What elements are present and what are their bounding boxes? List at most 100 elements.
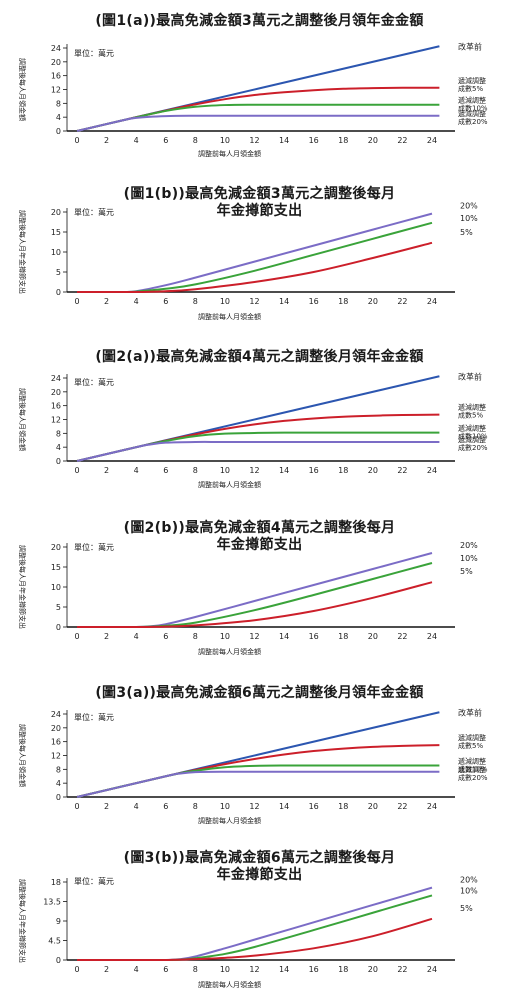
chart-1a-title: (圖1(a))最高免減金額3萬元之調整後月領年金金額: [95, 13, 424, 29]
chart-2b-xtick-label: 10: [220, 632, 230, 641]
chart-2a-label-series-1-line1: 遞減調整: [458, 403, 486, 412]
chart-2b-xtick-label: 2: [104, 632, 109, 641]
chart-2a-xlabel: 調整前每人月領金額: [198, 480, 261, 489]
chart-1a-xtick-label: 2: [104, 136, 109, 145]
chart-2a-ytick-label: 20: [51, 388, 61, 397]
chart-2a-ytick-label: 4: [56, 443, 61, 452]
chart-2a-xtick-label: 24: [427, 466, 437, 475]
chart-3a-ytick-label: 8: [56, 765, 61, 774]
chart-3a-xtick-label: 10: [220, 802, 230, 811]
chart-2b-xtick-label: 22: [397, 632, 407, 641]
chart-2a-unit-label: 單位：萬元: [74, 377, 114, 387]
chart-1a-xtick-label: 6: [163, 136, 168, 145]
chart-3b-xtick-label: 24: [427, 965, 437, 974]
chart-2a-series-line-1: [76, 413, 440, 462]
chart-1a-ytick-label: 16: [51, 72, 61, 81]
chart-1b-title: (圖1(b))最高免減金額3萬元之調整後每月 年金撙節支出: [0, 186, 519, 220]
chart-1a-label-series-2-line2: 成數10%: [458, 104, 488, 113]
chart-1a-label-series-1-line1: 遞減調整: [458, 76, 486, 85]
chart-3a-ytick-label: 20: [51, 724, 61, 733]
chart-2b-xtick-label: 14: [279, 632, 289, 641]
chart-2b-xlabel: 調整前每人月領金額: [198, 647, 261, 656]
chart-3a-xtick-label: 22: [397, 802, 407, 811]
chart-2a-ytick-label: 16: [51, 402, 61, 411]
chart-2b-xtick-label: 16: [309, 632, 319, 641]
chart-3a-label-series-2-line2: 成數10%: [458, 765, 488, 774]
chart-3a-label-series-2-line1: 遞減調整: [458, 757, 486, 766]
chart-2b-ylabel: 調整後每人月年金撙節支出: [18, 545, 27, 629]
chart-3b-xtick-label: 2: [104, 965, 109, 974]
chart-2b-label-series-1: 10%: [460, 554, 478, 563]
chart-2b-xtick-label: 24: [427, 632, 437, 641]
chart-1b-xlabel: 調整前每人月領金額: [198, 312, 261, 321]
chart-2b-ytick-label: 10: [51, 583, 61, 592]
chart-1b-label-series-1: 10%: [460, 214, 478, 223]
chart-1b-xtick-label: 22: [397, 297, 407, 306]
chart-3a-xtick-label: 8: [193, 802, 198, 811]
chart-1a-xtick-label: 14: [279, 136, 289, 145]
chart-1a-xtick-label: 8: [193, 136, 198, 145]
chart-3a-label-reform-before: 改革前: [458, 707, 482, 717]
chart-3b-xtick-label: 22: [397, 965, 407, 974]
chart-3b-label-series-0: 20%: [460, 876, 478, 885]
chart-3b-ytick-label: 13.5: [43, 898, 61, 907]
chart-2a-xtick-label: 20: [368, 466, 378, 475]
chart-3a-label-series-1-line2: 成數5%: [458, 741, 483, 750]
chart-3a-xtick-label: 18: [338, 802, 348, 811]
chart-1a-xtick-label: 18: [338, 136, 348, 145]
chart-3a-xtick-label: 6: [163, 802, 168, 811]
chart-2a-label-series-1-line2: 成數5%: [458, 411, 483, 420]
chart-1a-ytick-label: 0: [56, 127, 61, 136]
chart-1b-label-series-0: 20%: [460, 202, 478, 211]
chart-1a-series-line-2: [76, 103, 440, 132]
chart-2b-series-line-2: [77, 581, 433, 629]
chart-3a-xtick-label: 24: [427, 802, 437, 811]
chart-3a-ytick-label: 24: [51, 710, 61, 719]
chart-2b-unit-label: 單位：萬元: [74, 542, 114, 552]
chart-2a-xtick-label: 0: [74, 466, 79, 475]
chart-1b-ytick-label: 15: [51, 228, 61, 237]
chart-3a-xtick-label: 4: [134, 802, 139, 811]
chart-2b-xtick-label: 8: [193, 632, 198, 641]
chart-3a-series-line-2: [76, 764, 440, 798]
chart-2a-ytick-label: 24: [51, 374, 61, 383]
chart-3a-ytick-label: 16: [51, 738, 61, 747]
chart-3a-xtick-label: 0: [74, 802, 79, 811]
chart-1b-title-line1: (圖1(b))最高免減金額3萬元之調整後每月: [123, 186, 396, 202]
chart-3a-xtick-label: 20: [368, 802, 378, 811]
chart-1a-ylabel: 調整後每人月領金額: [18, 58, 27, 121]
chart-2b-title-line2: 年金撙節支出: [216, 537, 303, 553]
chart-1b-xtick-label: 18: [338, 297, 348, 306]
chart-1b-ytick-label: 20: [51, 208, 61, 217]
chart-3a-xtick-label: 12: [249, 802, 259, 811]
chart-3a-ytick-label: 12: [51, 752, 61, 761]
chart-2b-ytick-label: 20: [51, 543, 61, 552]
chart-2a-xtick-label: 16: [309, 466, 319, 475]
chart-1a-ytick-label: 24: [51, 44, 61, 53]
chart-2a-ytick-label: 12: [51, 416, 61, 425]
chart-2b-label-series-0: 20%: [460, 541, 478, 550]
chart-3b-label-series-2: 5%: [460, 904, 473, 913]
chart-1a-label-series-2-line1: 遞減調整: [458, 96, 486, 105]
chart-1b-unit-label: 單位：萬元: [74, 207, 114, 217]
chart-1a-ytick-label: 4: [56, 113, 61, 122]
chart-1a-xtick-label: 12: [249, 136, 259, 145]
chart-2b-xtick-label: 0: [74, 632, 79, 641]
chart-3a-label-series-3-line1: 遞減調整: [458, 765, 486, 774]
chart-2a-xtick-label: 22: [397, 466, 407, 475]
chart-2a-xtick-label: 14: [279, 466, 289, 475]
chart-2b-xtick-label: 12: [249, 632, 259, 641]
chart-3b-title-line2: 年金撙節支出: [216, 867, 303, 883]
chart-3a-label-series-1-line1: 遞減調整: [458, 733, 486, 742]
chart-3b-series-line-0: [77, 886, 433, 962]
chart-3b-label-series-1: 10%: [460, 886, 478, 895]
chart-3b-series-line-1: [77, 894, 433, 962]
chart-3b-xtick-label: 14: [279, 965, 289, 974]
chart-1a-series-line-1: [76, 86, 440, 132]
chart-1a-xtick-label: 10: [220, 136, 230, 145]
chart-1a-xtick-label: 0: [74, 136, 79, 145]
chart-3b-xtick-label: 20: [368, 965, 378, 974]
chart-1a-xtick-label: 20: [368, 136, 378, 145]
chart-2a-series-line-2: [76, 431, 440, 462]
